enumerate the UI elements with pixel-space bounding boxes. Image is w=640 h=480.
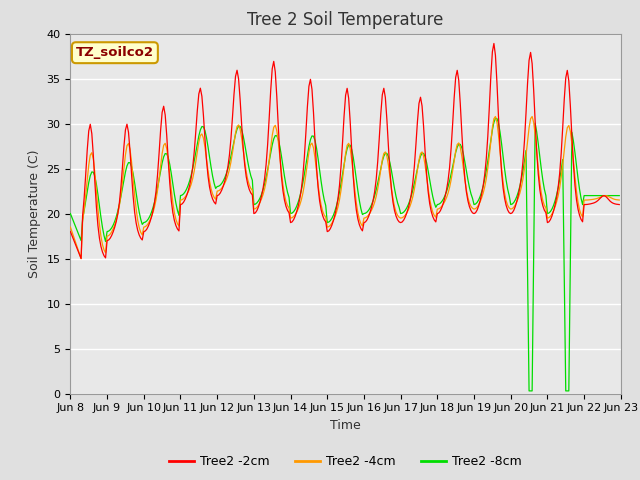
Legend: Tree2 -2cm, Tree2 -4cm, Tree2 -8cm: Tree2 -2cm, Tree2 -4cm, Tree2 -8cm bbox=[164, 450, 527, 473]
Tree2 -4cm bbox=[308, 140, 316, 146]
Tree2 -4cm bbox=[492, 114, 499, 120]
Tree2 -2cm bbox=[616, 202, 623, 207]
Tree2 -4cm bbox=[616, 197, 623, 203]
Tree2 -2cm bbox=[588, 201, 596, 206]
Tree2 -8cm bbox=[525, 388, 533, 394]
Title: Tree 2 Soil Temperature: Tree 2 Soil Temperature bbox=[248, 11, 444, 29]
Tree2 -2cm bbox=[136, 232, 143, 238]
Line: Tree2 -4cm: Tree2 -4cm bbox=[70, 117, 620, 259]
Text: TZ_soilco2: TZ_soilco2 bbox=[76, 46, 154, 59]
Tree2 -2cm bbox=[250, 211, 258, 216]
Line: Tree2 -2cm: Tree2 -2cm bbox=[70, 44, 620, 259]
Tree2 -2cm bbox=[259, 186, 267, 192]
Tree2 -4cm bbox=[67, 224, 74, 230]
Line: Tree2 -8cm: Tree2 -8cm bbox=[70, 119, 620, 391]
Tree2 -2cm bbox=[77, 256, 85, 262]
Tree2 -8cm bbox=[492, 116, 499, 121]
Tree2 -8cm bbox=[67, 211, 74, 216]
X-axis label: Time: Time bbox=[330, 419, 361, 432]
Tree2 -2cm bbox=[490, 41, 498, 47]
Tree2 -8cm bbox=[588, 192, 596, 199]
Tree2 -4cm bbox=[250, 206, 258, 212]
Tree2 -4cm bbox=[588, 197, 596, 203]
Y-axis label: Soil Temperature (C): Soil Temperature (C) bbox=[28, 149, 41, 278]
Tree2 -4cm bbox=[232, 130, 239, 136]
Tree2 -8cm bbox=[258, 192, 266, 197]
Tree2 -2cm bbox=[232, 73, 239, 79]
Tree2 -4cm bbox=[259, 192, 267, 197]
Tree2 -2cm bbox=[67, 228, 74, 234]
Tree2 -8cm bbox=[230, 138, 238, 144]
Tree2 -8cm bbox=[248, 178, 256, 183]
Tree2 -8cm bbox=[616, 192, 623, 199]
Tree2 -8cm bbox=[134, 200, 141, 206]
Tree2 -4cm bbox=[77, 256, 85, 262]
Tree2 -4cm bbox=[136, 225, 143, 230]
Tree2 -2cm bbox=[308, 86, 316, 92]
Tree2 -8cm bbox=[307, 137, 314, 143]
